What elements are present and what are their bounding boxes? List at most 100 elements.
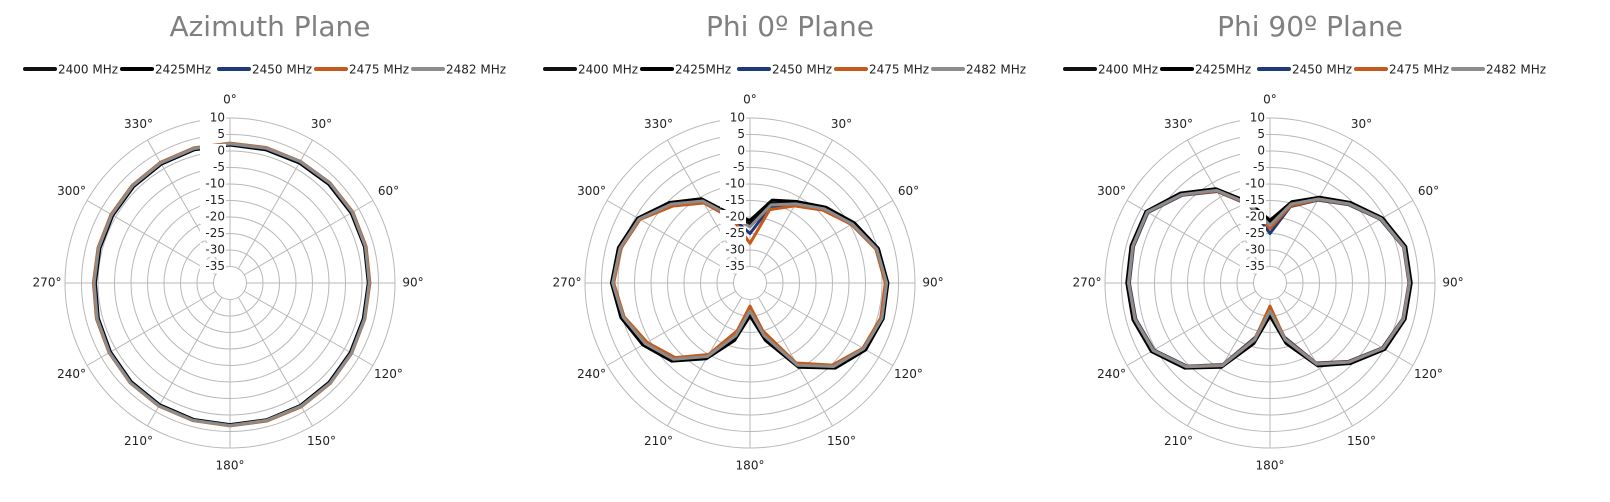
r-tick-label: -35 xyxy=(725,259,745,273)
tick-label-bg xyxy=(1240,243,1266,257)
r-tick-label: -5 xyxy=(733,160,745,174)
angle-tick-label: 180° xyxy=(216,459,245,473)
series-line xyxy=(609,197,890,370)
r-tick-label: -30 xyxy=(1245,243,1265,257)
angle-tick-label: 150° xyxy=(827,434,856,448)
angle-tick-label: 30° xyxy=(311,117,332,131)
grid-spoke xyxy=(764,290,894,366)
r-tick-label: 10 xyxy=(1250,111,1265,125)
chart-title: Azimuth Plane xyxy=(169,10,370,43)
angle-tick-label: 210° xyxy=(124,434,153,448)
r-tick-label: 10 xyxy=(730,111,745,125)
tick-label-bg xyxy=(720,160,746,175)
legend-label: 2475 MHz xyxy=(349,63,409,77)
angle-tick-label: 150° xyxy=(307,434,336,448)
r-tick-label: -20 xyxy=(725,210,745,224)
r-tick-label: -25 xyxy=(725,226,745,240)
tick-label-bg xyxy=(720,210,746,224)
grid-spoke xyxy=(1284,200,1414,276)
angle-tick-label: 60° xyxy=(378,184,399,198)
tick-label-bg xyxy=(200,259,226,274)
tick-label-bg xyxy=(200,127,226,142)
legend-label: 2475 MHz xyxy=(1389,63,1449,77)
angle-tick-label: 0° xyxy=(1263,93,1277,107)
series-line xyxy=(92,142,371,428)
tick-label-bg xyxy=(200,160,226,175)
angle-tick-label: 330° xyxy=(1164,117,1193,131)
legend-label: 2475 MHz xyxy=(869,63,929,77)
tick-label-bg xyxy=(1240,177,1266,191)
tick-label-bg xyxy=(1240,259,1266,274)
angle-tick-label: 0° xyxy=(223,93,237,107)
angle-tick-label: 330° xyxy=(124,117,153,131)
angle-tick-label: 30° xyxy=(831,117,852,131)
r-tick-label: -5 xyxy=(1253,160,1265,174)
tick-label-bg xyxy=(1240,160,1266,175)
tick-label-bg xyxy=(200,144,226,158)
tick-label-bg xyxy=(720,144,746,158)
tick-label-bg xyxy=(720,127,746,142)
r-tick-label: -15 xyxy=(1245,193,1265,207)
angle-tick-label: 120° xyxy=(1414,367,1443,381)
tick-label-bg xyxy=(1240,127,1266,142)
grid-spoke xyxy=(667,297,743,427)
angle-tick-label: 270° xyxy=(33,276,62,290)
angle-tick-label: 60° xyxy=(1418,184,1439,198)
angle-tick-label: 270° xyxy=(553,276,582,290)
tick-label-bg xyxy=(720,226,746,241)
chart-title: Phi 90º Plane xyxy=(1217,10,1403,43)
r-tick-label: 10 xyxy=(210,111,225,125)
legend-label: 2400 MHz xyxy=(578,63,638,77)
angle-tick-label: 240° xyxy=(1097,367,1126,381)
tick-label-bg xyxy=(720,243,746,257)
legend-label: 2450 MHz xyxy=(252,63,312,77)
tick-label-bg xyxy=(200,243,226,257)
legend-label: 2400 MHz xyxy=(1098,63,1158,77)
angle-tick-label: 90° xyxy=(922,276,943,290)
tick-label-bg xyxy=(200,226,226,241)
tick-label-bg xyxy=(1240,193,1266,208)
r-tick-label: -15 xyxy=(725,193,745,207)
polar-chart: Phi 0º Plane 2400 MHz 2425MHz 2450 MHz 2475 … xyxy=(543,10,1026,473)
tick-label-bg xyxy=(200,210,226,224)
r-tick-label: 5 xyxy=(217,127,225,141)
grid-spoke xyxy=(764,200,894,276)
angle-tick-label: 210° xyxy=(644,434,673,448)
r-tick-label: -20 xyxy=(205,210,225,224)
r-tick-label: -35 xyxy=(1245,259,1265,273)
legend-label: 2450 MHz xyxy=(1292,63,1352,77)
tick-label-bg xyxy=(200,193,226,208)
angle-tick-label: 270° xyxy=(1073,276,1102,290)
legend-label: 2450 MHz xyxy=(772,63,832,77)
tick-label-bg xyxy=(720,111,746,125)
angle-tick-label: 90° xyxy=(402,276,423,290)
grid-spoke xyxy=(86,200,216,276)
tick-label-bg xyxy=(1240,144,1266,158)
r-tick-label: -25 xyxy=(205,226,225,240)
angle-tick-label: 300° xyxy=(577,184,606,198)
angle-tick-label: 120° xyxy=(894,367,923,381)
angle-tick-label: 180° xyxy=(736,459,765,473)
angle-tick-label: 0° xyxy=(743,93,757,107)
legend-label: 2482 MHz xyxy=(966,63,1026,77)
r-tick-label: -30 xyxy=(725,243,745,257)
tick-label-bg xyxy=(720,259,746,274)
angle-tick-label: 330° xyxy=(644,117,673,131)
r-tick-label: -30 xyxy=(205,243,225,257)
grid-spoke xyxy=(606,200,736,276)
r-tick-label: -10 xyxy=(1245,177,1265,191)
angle-tick-label: 150° xyxy=(1347,434,1376,448)
chart-title: Phi 0º Plane xyxy=(706,10,874,43)
legend-label: 2482 MHz xyxy=(1486,63,1546,77)
tick-label-bg xyxy=(1240,226,1266,241)
angle-tick-label: 300° xyxy=(1097,184,1126,198)
tick-label-bg xyxy=(720,177,746,191)
r-tick-label: 0 xyxy=(1257,144,1265,158)
angle-tick-label: 300° xyxy=(57,184,86,198)
r-tick-label: -35 xyxy=(205,259,225,273)
angle-tick-label: 180° xyxy=(1256,459,1285,473)
legend-label: 2425MHz xyxy=(1195,63,1251,77)
series-line xyxy=(611,199,889,369)
